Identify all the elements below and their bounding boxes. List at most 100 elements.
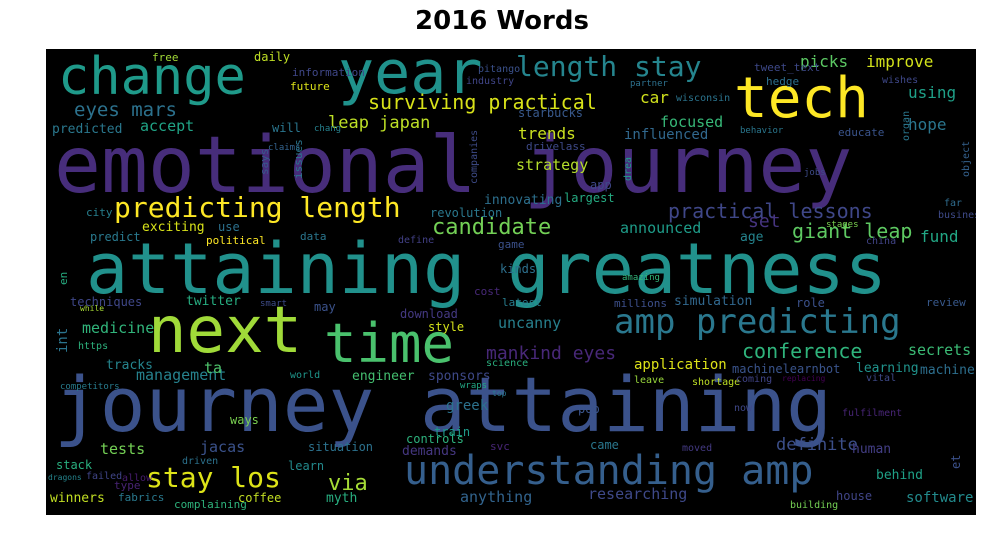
word-daily: house	[836, 489, 873, 503]
word-object: dragons	[48, 473, 82, 482]
word-wraps: secrets	[908, 341, 972, 359]
word-millions: millions	[614, 297, 667, 310]
word-shortage: companies	[469, 129, 480, 184]
chart-title: 2016 Words	[415, 6, 589, 36]
word-via: via	[328, 471, 368, 496]
word-fabrics: behind	[876, 468, 923, 483]
word-largest: largest	[564, 191, 615, 205]
word-moved: business	[938, 210, 976, 221]
word-driven: human	[852, 442, 892, 457]
word-latest: latest	[502, 296, 542, 309]
word-journey-attaining: journey attaining	[54, 360, 832, 449]
word-surviving-practical: surviving practical	[368, 90, 597, 114]
word-chang: will	[272, 121, 301, 135]
word-fulfilment: replacing	[782, 374, 826, 383]
word-int: now	[734, 403, 753, 414]
word-demands: driven	[182, 456, 219, 467]
word-length-stay: length stay	[516, 50, 702, 83]
word-wisconsin: chang	[314, 124, 342, 134]
word-came: train	[434, 425, 471, 439]
word-amp-predicting: amp predicting	[614, 302, 901, 342]
word-human: came	[590, 438, 619, 452]
word-cloud: emotional journey journey attaining atta…	[46, 49, 976, 515]
word-innovating: innovating	[484, 193, 563, 208]
word-game: game	[498, 238, 525, 251]
word-ways: greek	[446, 398, 489, 414]
word-behavior: hedge	[766, 75, 800, 88]
word-predicting-length: predicting length	[114, 191, 401, 224]
word-techniques: techniques	[70, 295, 143, 309]
word-winners: demands	[402, 444, 457, 459]
word-behind: learn	[288, 459, 325, 473]
word-announced: announced	[620, 219, 702, 237]
word-type: amazing	[622, 273, 660, 283]
word-eyes-mars: eyes mars	[74, 99, 177, 121]
word-data: data	[300, 230, 327, 243]
word-free: building	[790, 500, 839, 511]
word-hope: hope	[908, 115, 947, 134]
word-situation: tests	[100, 440, 146, 458]
word-stages: stages	[826, 220, 859, 230]
word-may: smart	[260, 299, 288, 309]
word-science: engineer	[352, 369, 415, 384]
word-cost: cost	[474, 285, 501, 298]
word-pitango: claims	[268, 143, 301, 153]
word-accept: accept	[140, 117, 195, 135]
word-future: daily	[254, 50, 291, 64]
word-stay-los: stay los	[146, 461, 281, 494]
word-application: sponsors	[428, 369, 491, 384]
word-world: management	[136, 366, 227, 384]
word-leave: application	[634, 357, 727, 373]
word-secrets: learning	[856, 361, 919, 376]
word-amazing: drea	[623, 156, 634, 181]
word-emotional-journey: emotional journey	[54, 121, 853, 211]
word-jacas: pop	[578, 402, 600, 416]
word-controls: jacas	[200, 438, 246, 456]
word-partner: issues	[292, 139, 305, 179]
word-picks: picks	[800, 52, 849, 71]
word-fund: fund	[920, 227, 959, 246]
word-will: information	[292, 66, 365, 79]
word-building: software	[906, 490, 974, 506]
word-failed: shortage	[692, 377, 741, 388]
word-machines: leave	[634, 375, 665, 386]
word-app: app	[590, 178, 612, 192]
word-giant-leap: giant leap	[792, 219, 913, 243]
word-trends: trends	[518, 124, 576, 143]
word-drea: allow	[122, 473, 153, 484]
word-stack: definite	[776, 435, 858, 455]
word-tests: ways	[230, 413, 259, 427]
word-management: https	[78, 341, 109, 352]
word-mankind-eyes: mankind eyes	[486, 343, 617, 364]
word-revolution: revolution	[430, 206, 503, 220]
word-coming: organ	[901, 110, 912, 141]
word-predict: predict	[90, 230, 141, 244]
word-predicted: predicted	[52, 122, 123, 137]
word-researching: myth	[326, 491, 358, 506]
word-dragons: en	[57, 271, 70, 285]
word-review: review	[926, 296, 966, 309]
word-next: next	[148, 294, 303, 368]
word-sponsors: world	[290, 370, 321, 381]
word-tech: tech	[734, 66, 869, 131]
word-starbucks: starbucks	[518, 106, 584, 120]
word-china: behavior	[740, 126, 784, 136]
word-house: complaining	[174, 498, 247, 511]
word-simulation: simulation	[674, 294, 753, 309]
word-jobs: wishes	[882, 75, 919, 86]
word-business: educate	[838, 126, 885, 139]
word-twitter: twitter	[186, 294, 241, 309]
word-issues: top	[492, 389, 507, 398]
word-machinelearnbot: science	[486, 358, 529, 369]
word-top: far	[944, 198, 963, 209]
word-https: medicine	[82, 319, 155, 337]
word-says: competitors	[60, 382, 120, 392]
word-uncanny: style	[428, 320, 465, 334]
word-learn: stack	[56, 458, 93, 472]
word-influenced: influenced	[624, 127, 709, 143]
word-en: failed	[86, 471, 123, 482]
word-coffee: winners	[50, 491, 105, 506]
word-strategy: strategy	[516, 156, 589, 174]
word-candidate: candidate	[432, 215, 552, 240]
